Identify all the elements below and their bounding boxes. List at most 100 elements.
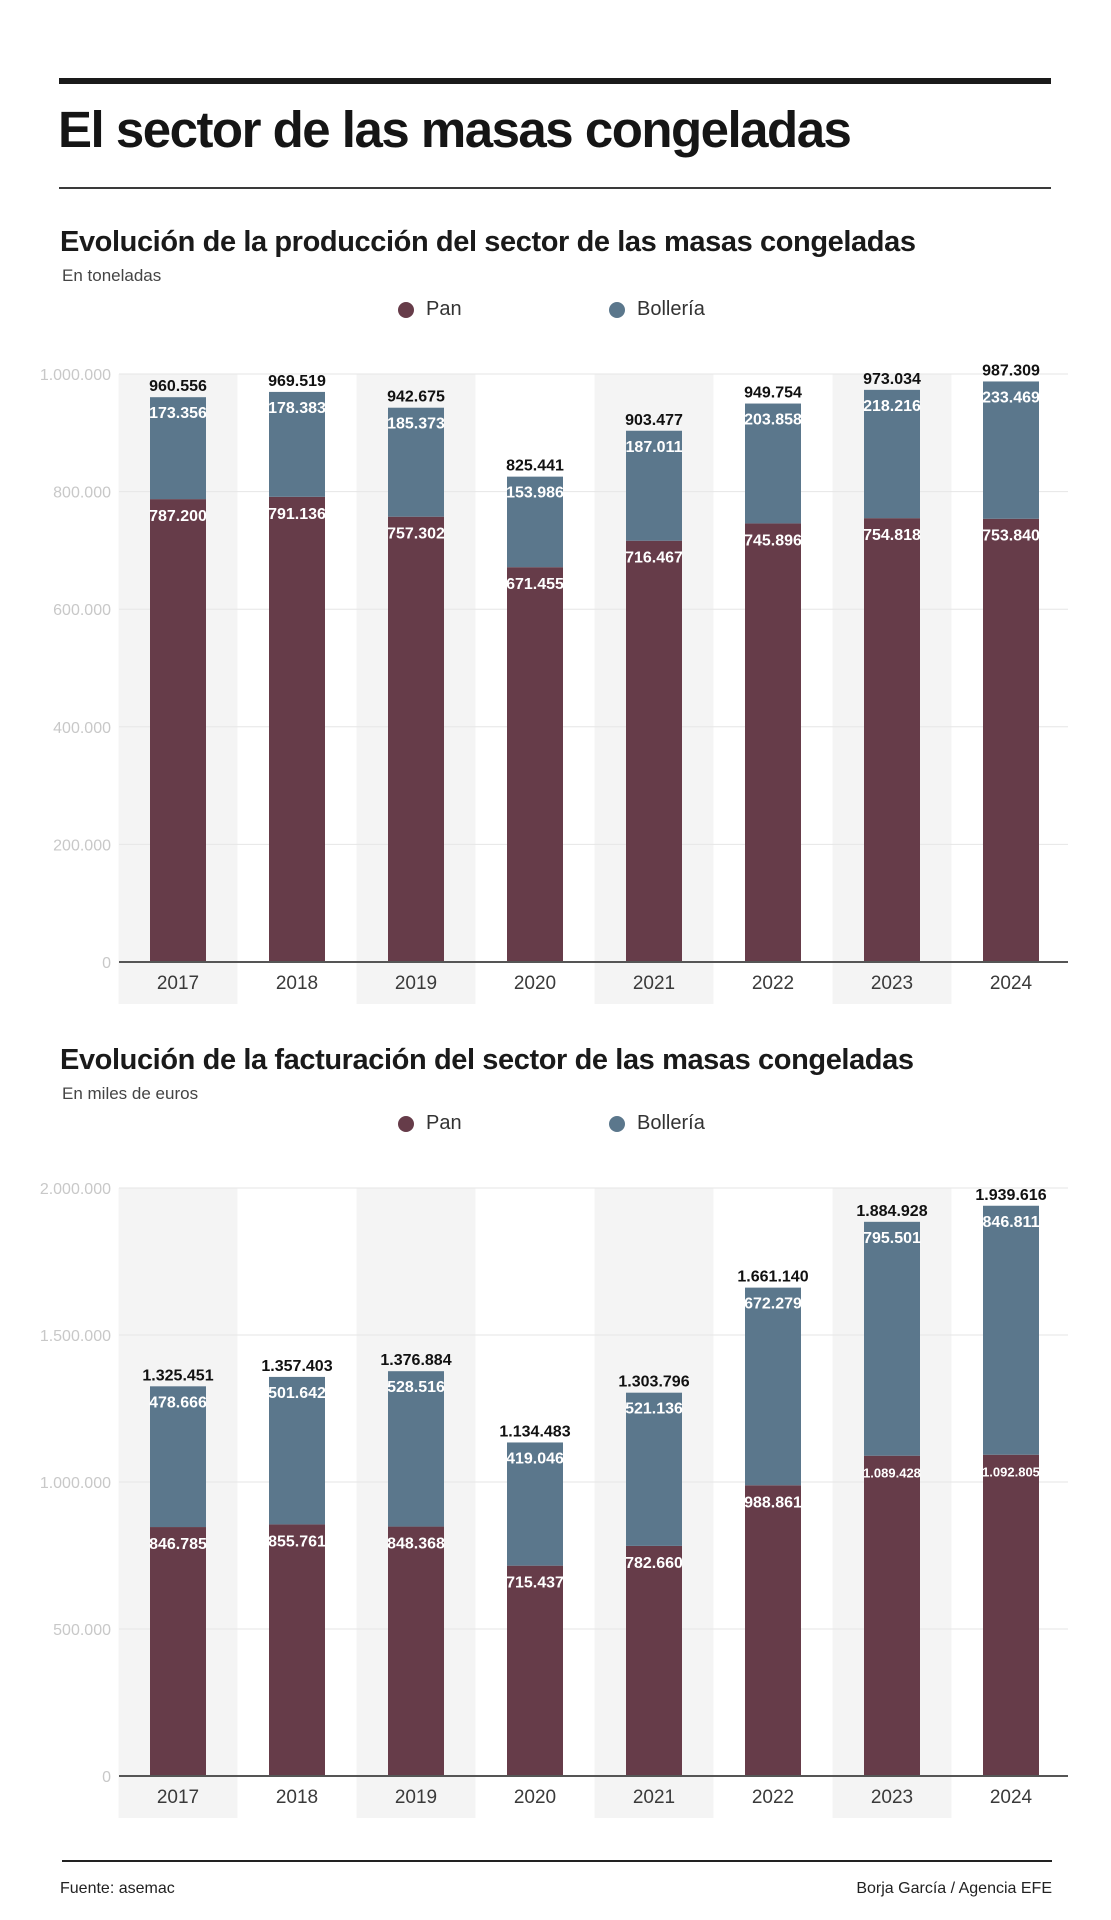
chart-2-subtitle: En miles de euros [62, 1084, 199, 1103]
data-label-bolleria: 153.986 [506, 485, 564, 502]
data-label-pan: 855.761 [268, 1533, 326, 1550]
data-label-total: 1.661.140 [737, 1269, 808, 1286]
data-label-bolleria: 501.642 [268, 1385, 326, 1402]
data-label-total: 942.675 [387, 389, 445, 406]
x-tick-label: 2021 [633, 973, 675, 994]
bar-pan-2023 [864, 518, 920, 962]
y-tick-label: 500.000 [53, 1622, 111, 1639]
data-label-pan: 671.455 [506, 576, 564, 593]
bar-bolleria-2021 [626, 430, 682, 541]
legend-dot-bolleria-icon [609, 1115, 625, 1132]
data-label-total: 987.309 [982, 362, 1040, 379]
data-label-pan: 715.437 [506, 1575, 564, 1592]
bar-bolleria-2022 [745, 1287, 801, 1486]
y-tick-label: 400.000 [53, 720, 111, 737]
y-tick-label: 1.500.000 [40, 1328, 111, 1345]
data-label-pan: 848.368 [387, 1536, 445, 1553]
data-label-pan: 791.136 [268, 506, 326, 523]
data-label-bolleria: 528.516 [387, 1379, 445, 1396]
bar-bolleria-2019 [388, 1371, 444, 1527]
bar-bolleria-2017 [150, 1386, 206, 1528]
y-tick-label: 0 [102, 1769, 111, 1786]
data-label-total: 960.556 [149, 378, 207, 395]
bar-bolleria-2019 [388, 407, 444, 517]
chart-1-legend-pan: Pan [398, 298, 462, 321]
bar-bolleria-2020 [507, 476, 563, 568]
data-label-bolleria: 478.666 [149, 1394, 207, 1411]
bar-pan-2023 [864, 1455, 920, 1776]
bar-pan-2019 [388, 1526, 444, 1776]
data-label-pan: 716.467 [625, 550, 683, 567]
data-label-pan: 1.092.805 [982, 1465, 1040, 1480]
data-label-total: 949.754 [744, 385, 802, 402]
bar-bolleria-2023 [864, 389, 920, 519]
y-tick-label: 2.000.000 [40, 1181, 111, 1198]
chart-1-title: Evolución de la producción del sector de… [60, 226, 916, 258]
x-tick-label: 2024 [990, 1787, 1033, 1808]
legend-label-bolleria: Bollería [637, 298, 705, 320]
x-tick-label: 2019 [395, 973, 437, 994]
chart-2-legend-bolleria: Bollería [609, 1112, 705, 1135]
x-tick-label: 2017 [157, 973, 199, 994]
bar-pan-2018 [269, 496, 325, 962]
legend-label-pan: Pan [426, 1112, 462, 1134]
data-label-pan: 754.818 [863, 527, 921, 544]
chart-1-subtitle: En toneladas [62, 266, 162, 285]
data-label-bolleria: 218.216 [863, 398, 921, 415]
data-label-bolleria: 846.811 [983, 1214, 1040, 1231]
bar-pan-2017 [150, 1527, 206, 1776]
title-divider [59, 187, 1051, 189]
bar-bolleria-2024 [983, 1205, 1039, 1455]
bar-bolleria-2017 [150, 397, 206, 500]
bar-bolleria-2023 [864, 1221, 920, 1456]
x-tick-label: 2022 [752, 973, 794, 994]
bar-pan-2024 [983, 518, 1039, 962]
x-tick-label: 2022 [752, 1787, 794, 1808]
data-label-pan: 757.302 [387, 526, 445, 543]
bar-pan-2017 [150, 499, 206, 962]
legend-dot-bolleria-icon [609, 301, 625, 318]
bar-pan-2022 [745, 523, 801, 962]
data-label-total: 1.357.403 [261, 1358, 332, 1375]
x-tick-label: 2020 [514, 973, 556, 994]
x-tick-label: 2018 [276, 973, 318, 994]
footer-divider [62, 1860, 1052, 1862]
data-label-total: 1.376.884 [380, 1352, 451, 1369]
bar-bolleria-2018 [269, 391, 325, 497]
bar-pan-2022 [745, 1485, 801, 1776]
chart-1-legend-bolleria: Bollería [609, 298, 705, 321]
data-label-bolleria: 521.136 [625, 1401, 683, 1418]
chart-2-title: Evolución de la facturación del sector d… [60, 1044, 914, 1076]
data-label-pan: 988.861 [744, 1494, 802, 1511]
bar-bolleria-2021 [626, 1392, 682, 1546]
data-label-total: 969.519 [268, 373, 326, 390]
top-rule [59, 78, 1051, 84]
revenue-chart: 0 500.000 1.000.000 1.500.000 2.000.000 846.7… [40, 1181, 1068, 1818]
source-note: Fuente: asemac [60, 1880, 175, 1897]
data-label-pan: 782.660 [625, 1555, 683, 1572]
data-label-bolleria: 203.858 [744, 412, 802, 429]
bar-pan-2020 [507, 1565, 563, 1776]
y-tick-label: 200.000 [53, 837, 111, 854]
data-label-pan: 1.089.428 [863, 1466, 921, 1481]
production-chart: 0 200.000 400.000 600.000 800.000 1.000.000 78… [40, 362, 1068, 1004]
data-label-bolleria: 187.011 [626, 439, 683, 456]
data-label-bolleria: 173.356 [149, 405, 207, 422]
data-label-pan: 753.840 [982, 528, 1040, 545]
legend-label-bolleria: Bollería [637, 1112, 705, 1134]
x-tick-label: 2024 [990, 973, 1033, 994]
data-label-bolleria: 178.383 [268, 400, 326, 417]
bar-pan-2019 [388, 516, 444, 962]
data-label-total: 1.939.616 [975, 1187, 1046, 1204]
credit-note: Borja García / Agencia EFE [856, 1880, 1052, 1897]
legend-label-pan: Pan [426, 298, 462, 320]
y-tick-label: 0 [102, 955, 111, 972]
legend-dot-pan-icon [398, 301, 414, 318]
x-tick-label: 2020 [514, 1787, 556, 1808]
bar-pan-2021 [626, 1545, 682, 1776]
y-tick-label: 800.000 [53, 485, 111, 502]
data-label-pan: 846.785 [149, 1536, 207, 1553]
x-tick-label: 2019 [395, 1787, 437, 1808]
x-tick-label: 2021 [633, 1787, 675, 1808]
data-label-total: 1.303.796 [618, 1374, 689, 1391]
